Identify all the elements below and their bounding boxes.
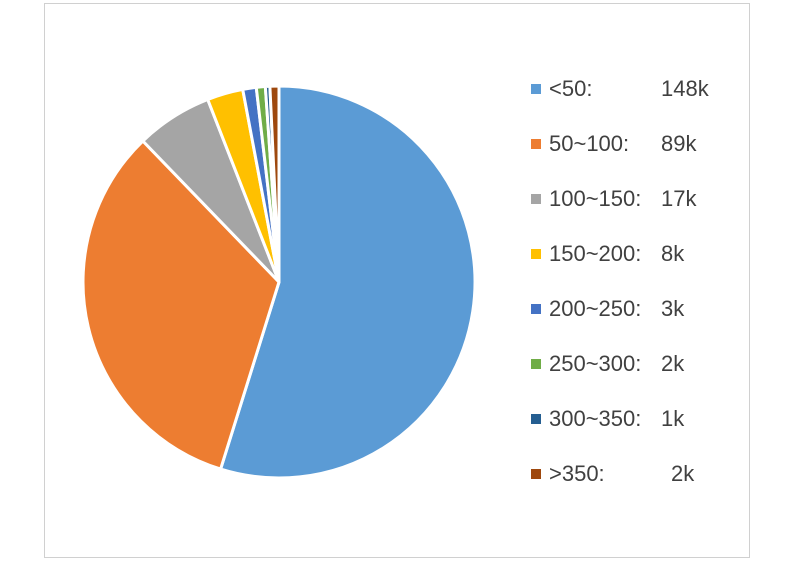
legend-item: 200~250: 3k [531,292,684,326]
legend-item: >350: 2k [531,457,694,491]
legend-swatch [531,139,541,149]
legend-label: 100~150: [549,186,642,211]
pie-slice [219,84,477,480]
legend-swatch [531,304,541,314]
legend-value: 1k [661,406,685,431]
legend-swatch [531,249,541,259]
legend-label: 200~250: [549,296,642,321]
legend-swatch [531,194,541,204]
legend-swatch [531,414,541,424]
legend-label: 300~350: [549,406,642,431]
legend-label: >350: [549,461,605,486]
pie-slice [268,84,281,284]
legend-item: 100~150: 17k [531,182,696,216]
legend-label: <50: [549,76,593,101]
legend-value: 148k [661,76,709,101]
legend-item: <50: 148k [531,72,709,106]
legend-item: 50~100: 89k [531,127,696,161]
legend-label: 150~200: [549,241,642,266]
legend-value: 3k [661,296,685,321]
legend-label: 50~100: [549,131,630,156]
legend-value: 17k [661,186,697,211]
legend-swatch [531,84,541,94]
legend-value: 89k [661,131,697,156]
legend-label: 250~300: [549,351,642,376]
legend-value: 8k [661,241,685,266]
legend-item: 300~350: 1k [531,402,684,436]
legend-item: 250~300: 2k [531,347,684,381]
legend-value: 2k [671,461,695,486]
legend-value: 2k [661,351,685,376]
legend-swatch [531,469,541,479]
legend-swatch [531,359,541,369]
pie-slice [81,139,281,471]
legend-item: 150~200: 8k [531,237,684,271]
